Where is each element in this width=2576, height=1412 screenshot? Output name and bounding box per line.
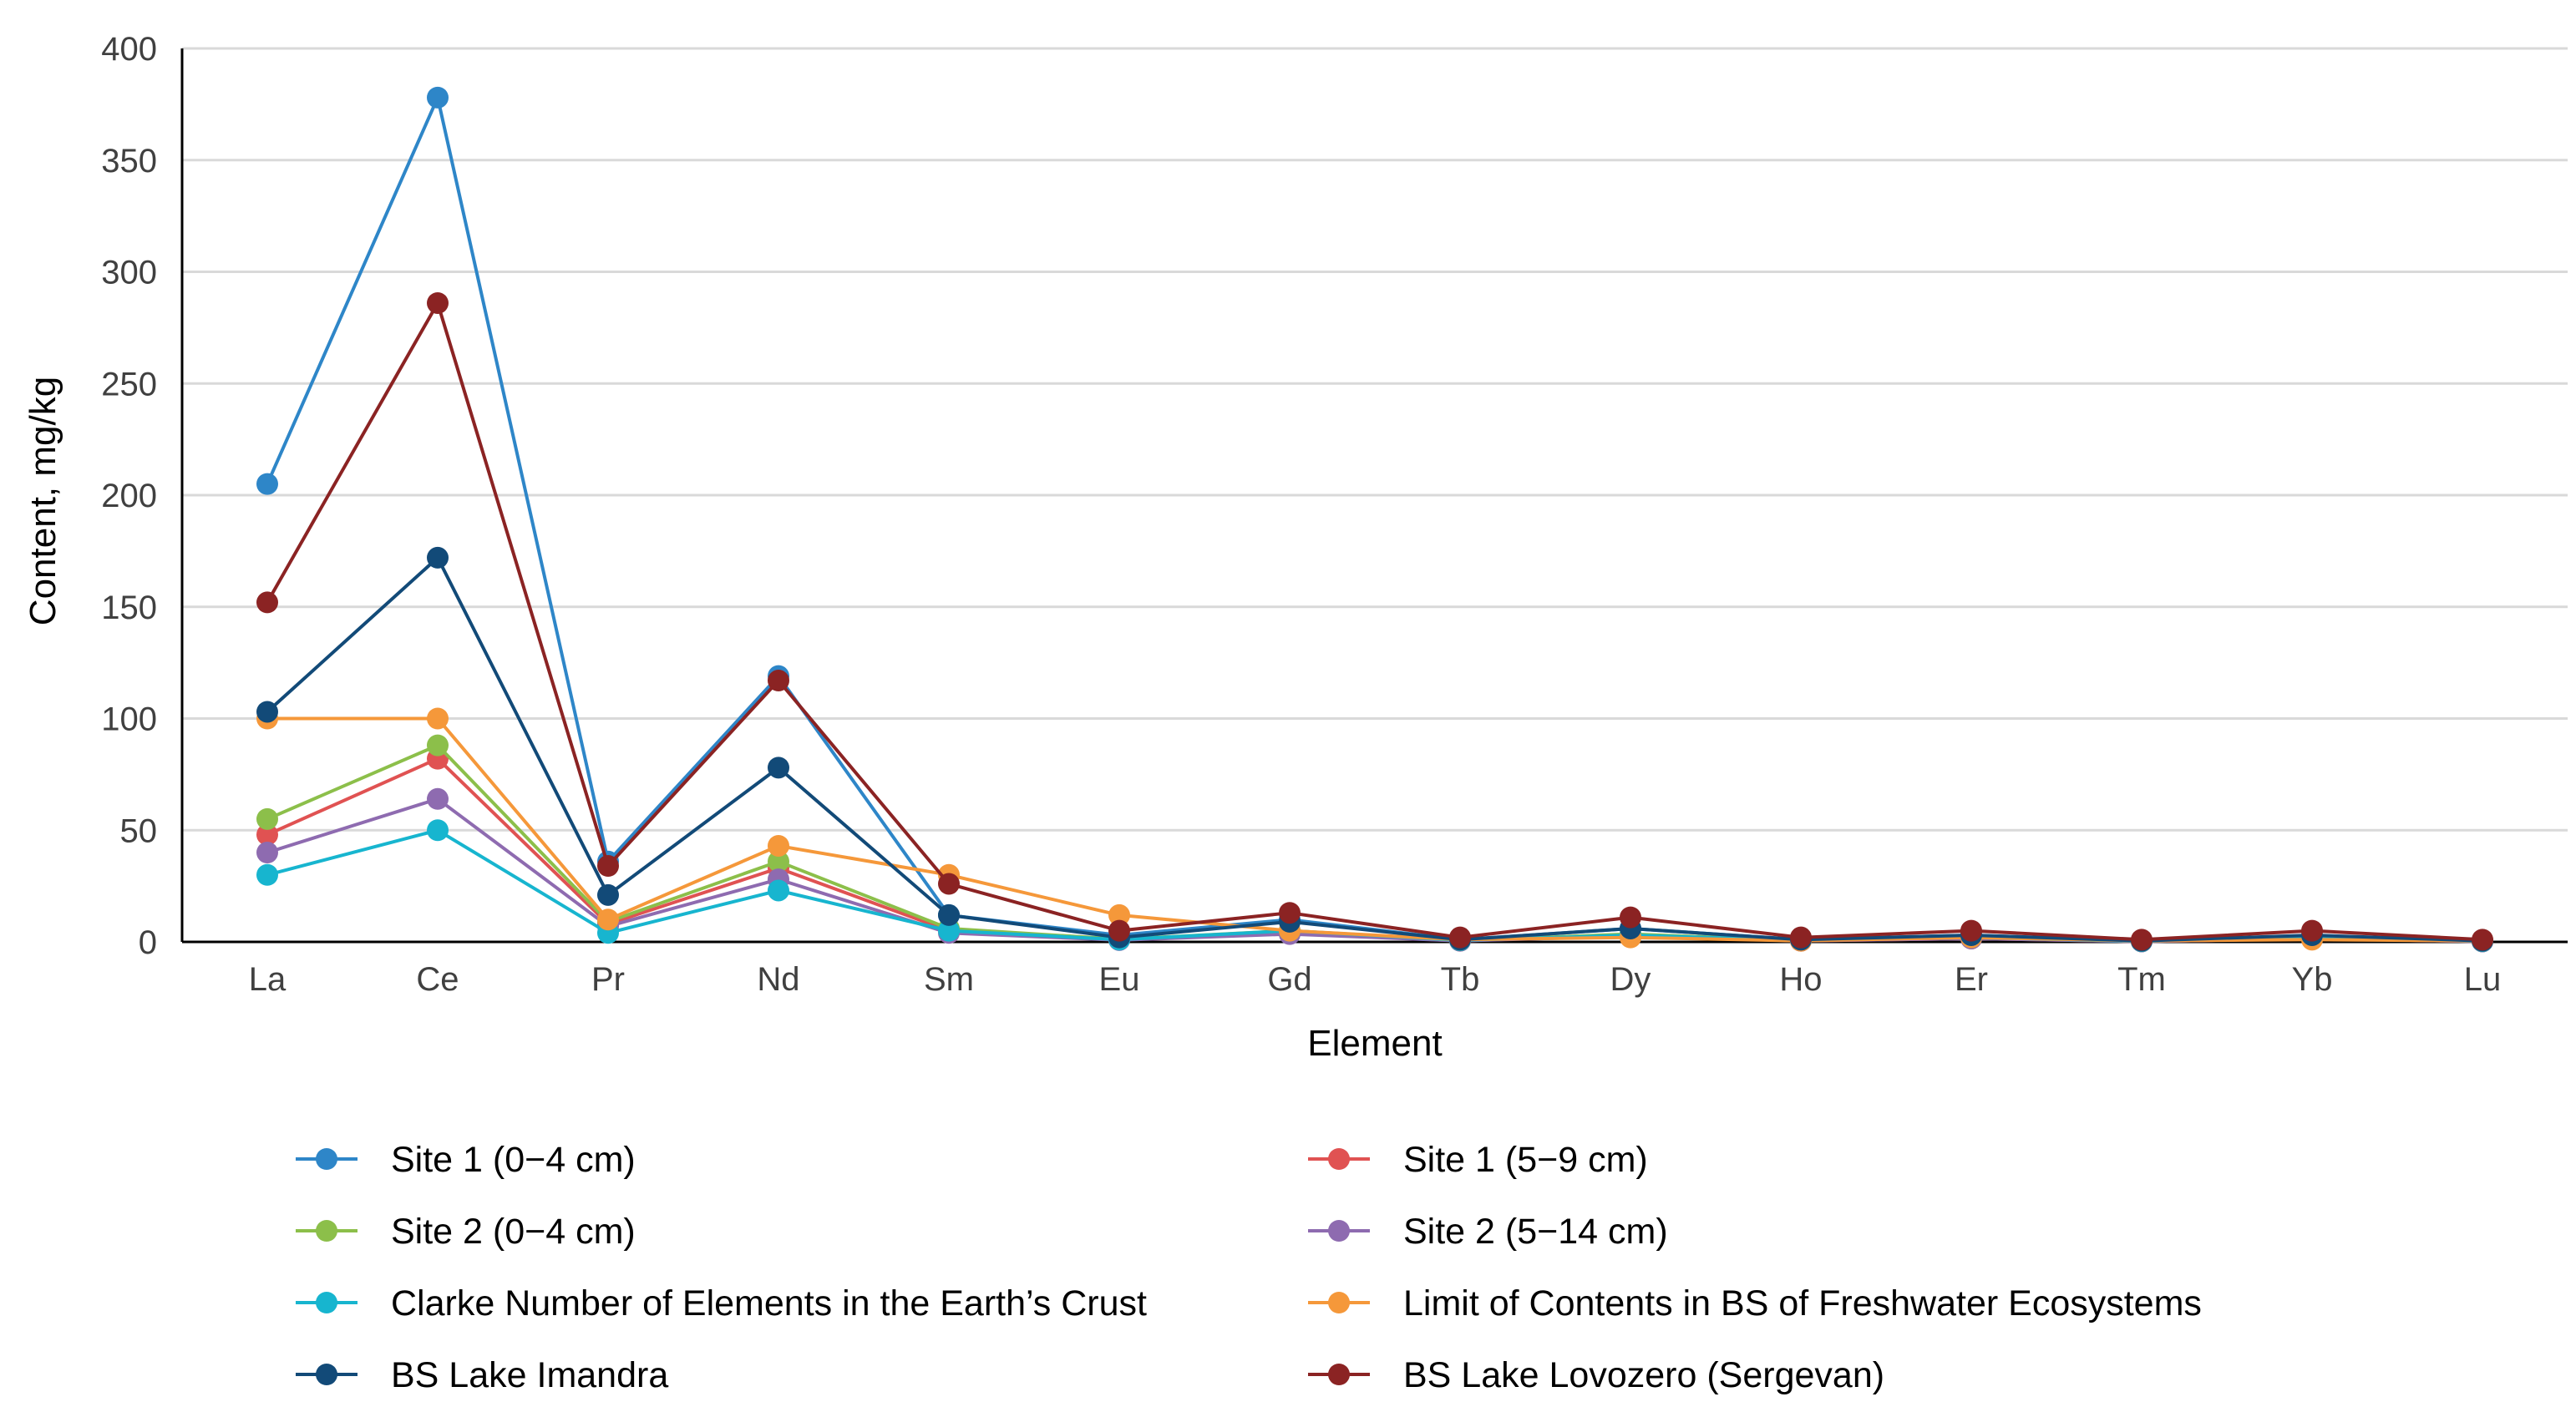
data-point-Nd	[768, 850, 789, 873]
y-tick-label: 300	[101, 255, 157, 291]
data-point-Er	[1960, 919, 1982, 942]
data-point-Yb	[2301, 919, 2323, 942]
data-point-Sm	[938, 903, 960, 926]
y-tick-label: 250	[101, 366, 157, 402]
legend-item-6: Limit of Contents in BS of Freshwater Ec…	[1308, 1283, 2202, 1323]
legend-item-4: Site 2 (5−14 cm)	[1308, 1212, 1668, 1252]
data-point-Sm	[938, 873, 960, 895]
legend-swatch-marker	[316, 1220, 337, 1242]
x-tick-label-Er: Er	[1955, 961, 1988, 998]
y-tick-label: 150	[101, 590, 157, 626]
data-point-Sm	[938, 919, 960, 942]
gridlines	[182, 47, 2568, 832]
legend-label: Site 2 (5−14 cm)	[1403, 1212, 1668, 1252]
legend-label: BS Lake Lovozero (Sergevan)	[1403, 1355, 1884, 1395]
data-point-La	[256, 701, 278, 723]
x-tick-label-Ho: Ho	[1779, 961, 1822, 998]
legend-swatch-marker	[1328, 1292, 1350, 1313]
legend-item-1: Site 1 (0−4 cm)	[296, 1140, 636, 1180]
legend-label: Clarke Number of Elements in the Earth’s…	[391, 1283, 1147, 1323]
x-tick-label-Tm: Tm	[2117, 961, 2166, 998]
legend-label: Limit of Contents in BS of Freshwater Ec…	[1403, 1283, 2202, 1323]
x-tick-label-Dy: Dy	[1610, 961, 1651, 998]
x-tick-label-Nd: Nd	[757, 961, 799, 998]
x-tick-label-Sm: Sm	[924, 961, 974, 998]
data-point-Eu	[1108, 903, 1130, 926]
series-line	[266, 95, 2483, 943]
data-point-Pr	[597, 855, 619, 878]
series-layer	[256, 86, 2493, 953]
data-point-Dy	[1620, 906, 1641, 929]
legend-swatch-marker	[316, 1148, 337, 1170]
data-point-Gd	[1279, 902, 1301, 924]
data-point-Ho	[1790, 926, 1812, 949]
x-tick-label-Ce: Ce	[416, 961, 459, 998]
y-tick-label: 0	[139, 924, 157, 961]
y-tick-labels: 0 50 100 150 200 250 300 350 400	[101, 31, 157, 961]
legend-label: Site 1 (5−9 cm)	[1403, 1140, 1648, 1180]
data-point-Ce	[427, 819, 449, 842]
legend: Site 1 (0−4 cm) Site 1 (5−9 cm) Site 2 (0−…	[296, 1140, 2202, 1395]
y-tick-label: 350	[101, 143, 157, 180]
series-1	[256, 86, 2493, 952]
series-8	[256, 291, 2493, 951]
data-point-Ce	[427, 86, 449, 109]
data-point-Nd	[768, 879, 789, 902]
data-point-Nd	[768, 670, 789, 692]
data-point-Nd	[768, 757, 789, 779]
data-point-Pr	[597, 883, 619, 906]
data-point-La	[256, 473, 278, 495]
x-tick-label-Tb: Tb	[1441, 961, 1480, 998]
legend-item-8: BS Lake Lovozero (Sergevan)	[1308, 1355, 1884, 1395]
data-point-Lu	[2472, 929, 2493, 951]
data-point-Ce	[427, 707, 449, 730]
y-tick-label: 100	[101, 701, 157, 738]
legend-item-5: Clarke Number of Elements in the Earth’s…	[296, 1283, 1147, 1323]
data-point-Ce	[427, 546, 449, 569]
data-point-Pr	[597, 908, 619, 931]
x-tick-label-La: La	[249, 961, 287, 998]
legend-item-2: Site 1 (5−9 cm)	[1308, 1140, 1648, 1180]
data-point-La	[256, 823, 278, 846]
data-point-La	[256, 842, 278, 863]
data-point-Ce	[427, 787, 449, 810]
x-axis-title: Element	[1307, 1023, 1442, 1064]
legend-label: Site 1 (0−4 cm)	[391, 1140, 636, 1180]
legend-item-3: Site 2 (0−4 cm)	[296, 1212, 636, 1252]
legend-swatch-marker	[316, 1364, 337, 1385]
legend-label: Site 2 (0−4 cm)	[391, 1212, 636, 1252]
legend-item-7: BS Lake Imandra	[296, 1355, 668, 1395]
x-tick-labels: La Ce Pr Nd Sm Eu Gd Tb Dy Ho Er Tm Yb Lu	[249, 961, 2502, 998]
data-point-La	[256, 807, 278, 830]
x-tick-label-Gd: Gd	[1267, 961, 1311, 998]
data-point-Ce	[427, 734, 449, 757]
legend-swatch-marker	[1328, 1220, 1350, 1242]
data-point-Ce	[427, 291, 449, 314]
legend-label: BS Lake Imandra	[391, 1355, 668, 1395]
x-tick-label-Lu: Lu	[2464, 961, 2502, 998]
y-tick-label: 50	[120, 812, 158, 849]
y-axis-title: Content, mg/kg	[23, 377, 63, 625]
legend-swatch-marker	[1328, 1364, 1350, 1385]
series-line	[266, 555, 2483, 943]
data-point-Nd	[768, 834, 789, 857]
series-3	[256, 734, 2493, 953]
x-tick-label-Pr: Pr	[591, 961, 625, 998]
data-point-La	[256, 863, 278, 886]
x-tick-label-Eu: Eu	[1099, 961, 1140, 998]
series-line	[266, 301, 2483, 942]
data-point-La	[256, 591, 278, 614]
legend-swatch-marker	[316, 1292, 337, 1313]
data-point-Tm	[2131, 929, 2153, 951]
data-point-Eu	[1108, 919, 1130, 942]
legend-swatch-marker	[1328, 1148, 1350, 1170]
y-tick-label: 400	[101, 31, 157, 68]
y-tick-label: 200	[101, 478, 157, 514]
data-point-Tb	[1449, 926, 1471, 949]
x-tick-label-Yb: Yb	[2292, 961, 2333, 998]
